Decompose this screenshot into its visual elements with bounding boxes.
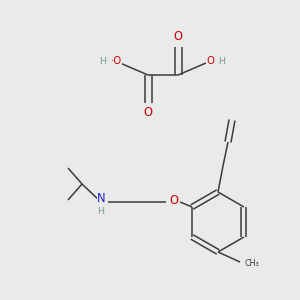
- Text: O: O: [169, 194, 178, 206]
- Text: O: O: [143, 106, 152, 119]
- Text: O: O: [173, 31, 182, 44]
- Text: H: H: [218, 56, 226, 65]
- Text: CH₃: CH₃: [244, 260, 260, 268]
- Text: O: O: [206, 56, 214, 66]
- Text: H: H: [98, 206, 104, 215]
- Text: N: N: [97, 193, 105, 206]
- Text: ·O: ·O: [110, 56, 122, 66]
- Text: H: H: [100, 56, 106, 65]
